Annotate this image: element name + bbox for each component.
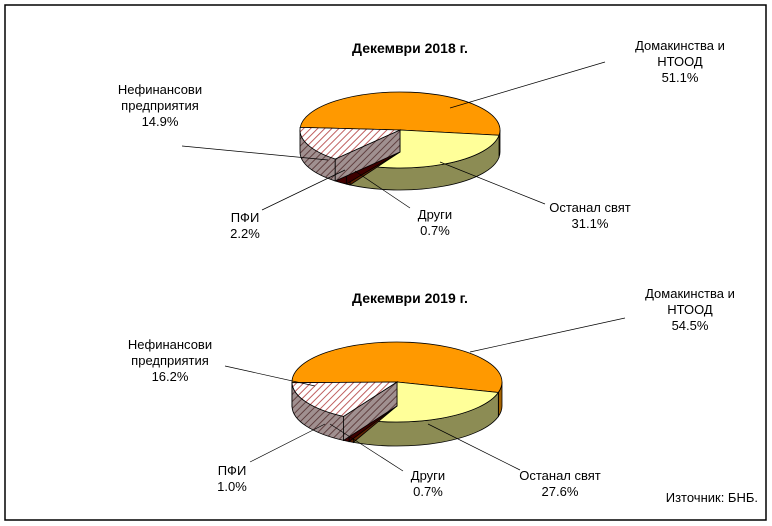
pie-slice xyxy=(299,126,401,182)
leader-line xyxy=(449,61,606,109)
chart-title: Декември 2018 г. xyxy=(352,40,468,56)
category-label: ПФИ xyxy=(230,210,260,225)
category-label: Нефинансови предприятия xyxy=(117,82,203,113)
data-label: Други 0.7% xyxy=(418,207,452,239)
category-label: ПФИ xyxy=(217,463,247,478)
value-label: 0.7% xyxy=(413,484,443,499)
value-label: 0.7% xyxy=(420,223,450,238)
source-note: Източник: БНБ. xyxy=(665,490,758,505)
leader-line xyxy=(329,423,404,472)
leader-line xyxy=(439,161,546,205)
leader-line xyxy=(249,423,326,463)
data-label: ПФИ 1.0% xyxy=(217,463,247,495)
data-label: Нефинансови предприятия 14.9% xyxy=(98,82,223,130)
category-label: Домакинства и НТООД xyxy=(645,286,735,317)
value-label: 2.2% xyxy=(230,226,260,241)
leader-line xyxy=(224,365,316,387)
value-label: 27.6% xyxy=(541,484,579,499)
slice-top xyxy=(299,126,401,160)
category-label: Домакинства и НТООД xyxy=(635,38,725,69)
leader-line xyxy=(354,170,411,209)
slice-top xyxy=(299,91,501,136)
value-label: 1.0% xyxy=(217,479,247,494)
slice-top xyxy=(291,341,503,393)
leader-line xyxy=(181,145,329,161)
data-label: Домакинства и НТООД 54.5% xyxy=(628,286,753,334)
frame xyxy=(4,4,767,521)
data-label: ПФИ 2.2% xyxy=(230,210,260,242)
value-label: 51.1% xyxy=(661,70,699,85)
value-label: 14.9% xyxy=(141,114,179,129)
leader-line xyxy=(469,317,626,353)
category-label: Останал свят xyxy=(519,468,601,483)
category-label: Нефинансови предприятия xyxy=(127,337,213,368)
value-label: 54.5% xyxy=(671,318,709,333)
category-label: Други xyxy=(417,207,453,222)
chart-title: Декември 2019 г. xyxy=(352,290,468,306)
value-label: 31.1% xyxy=(571,216,609,231)
category-label: Останал свят xyxy=(549,200,631,215)
slice-top xyxy=(291,381,399,417)
value-label: 16.2% xyxy=(151,369,189,384)
data-label: Нефинансови предприятия 16.2% xyxy=(108,337,233,385)
data-label: Останал свят 27.6% xyxy=(519,468,601,500)
leader-line xyxy=(261,169,346,211)
data-label: Домакинства и НТООД 51.1% xyxy=(618,38,743,86)
data-label: Останал свят 31.1% xyxy=(549,200,631,232)
leader-line xyxy=(427,423,521,471)
category-label: Други xyxy=(410,468,446,483)
data-label: Други 0.7% xyxy=(411,468,445,500)
pie-slice xyxy=(291,381,399,442)
